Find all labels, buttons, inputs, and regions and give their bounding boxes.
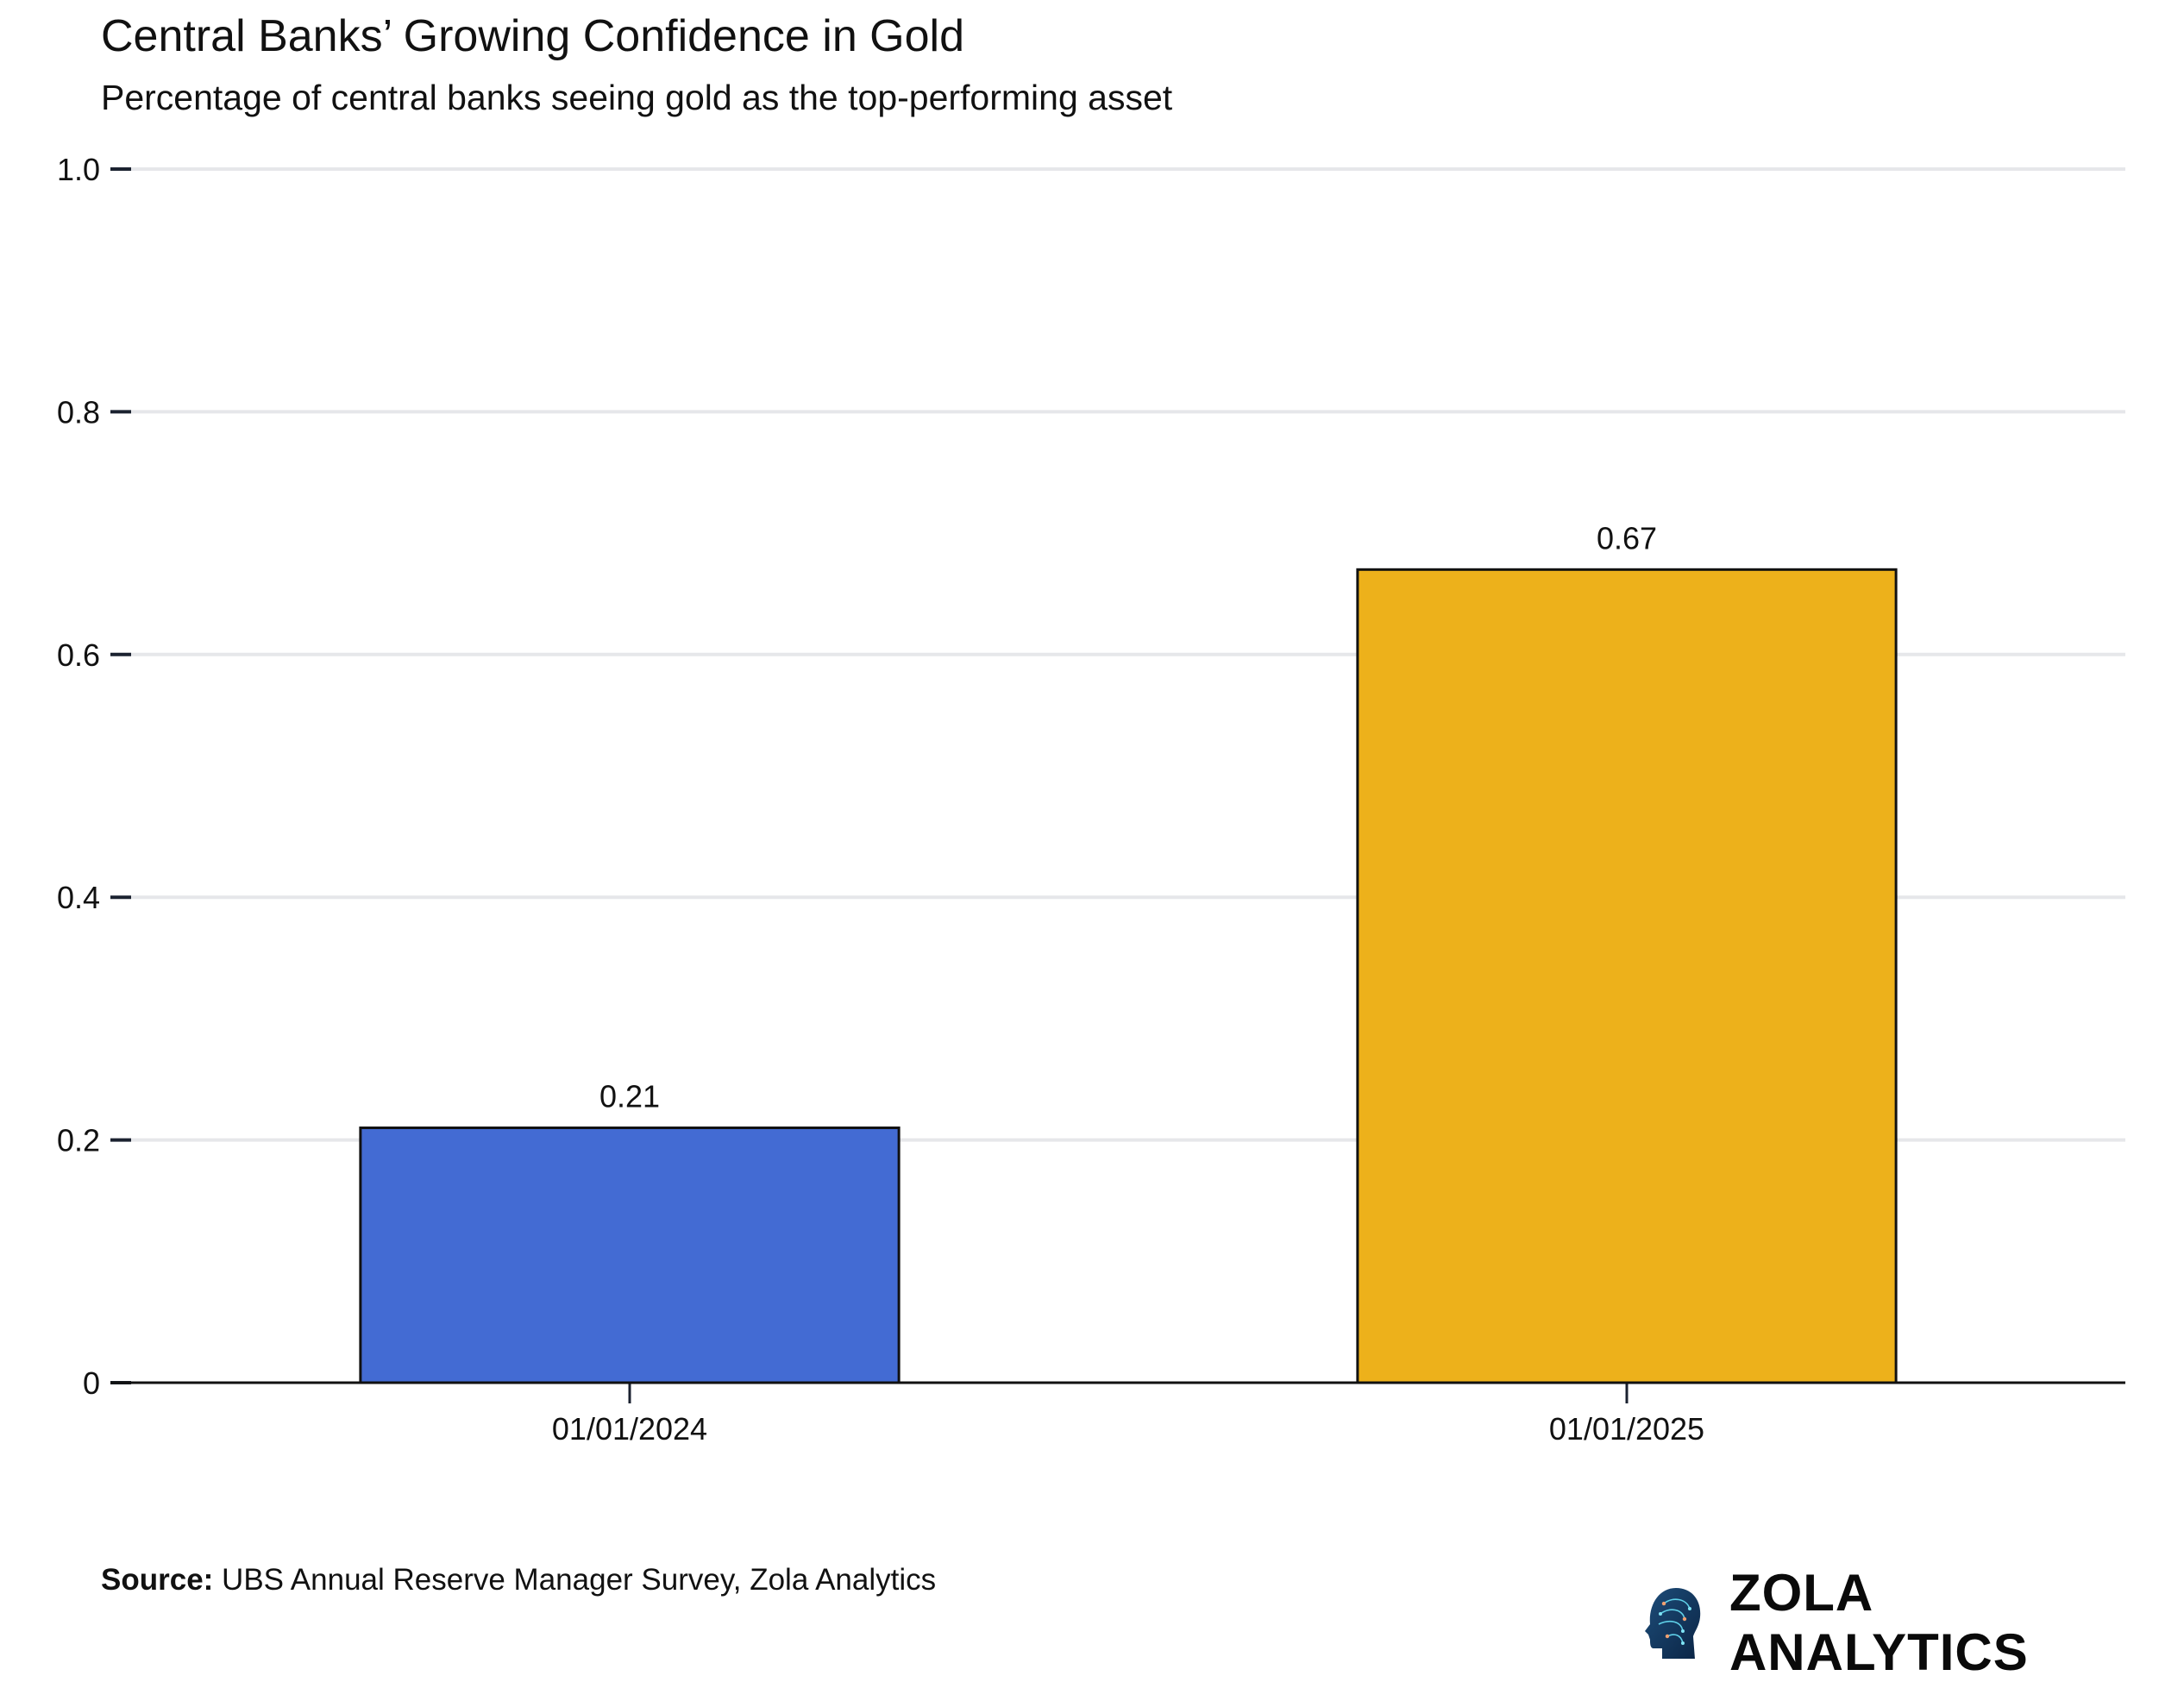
x-tick-label: 01/01/2025: [1549, 1411, 1704, 1447]
bars: 0.21 0.67: [359, 520, 1898, 1384]
chart-title: Central Banks’ Growing Confidence in Gol…: [101, 11, 965, 61]
source-label: Source:: [101, 1563, 214, 1597]
y-tick-label: 0: [83, 1365, 100, 1401]
chart-subtitle: Percentage of central banks seeing gold …: [101, 78, 1173, 117]
source-note: Source: UBS Annual Reserve Manager Surve…: [101, 1563, 936, 1597]
bar: [1356, 568, 1898, 1384]
source-text: UBS Annual Reserve Manager Survey, Zola …: [213, 1563, 937, 1597]
head-circuit-logo-icon: [1644, 1587, 1701, 1659]
bar: [359, 1127, 901, 1384]
y-tick-label: 0.6: [57, 637, 100, 673]
logo-text: ZOLA ANALYTICS: [1729, 1564, 2029, 1681]
logo: ZOLA ANALYTICS: [1643, 1563, 2184, 1682]
x-axis: 01/01/2024 01/01/2025: [110, 1381, 2125, 1447]
data-label: 0.67: [1597, 520, 1657, 555]
y-axis: 0 0.2 0.4 0.6 0.8 1.0: [57, 152, 131, 1401]
y-tick-label: 0.8: [57, 394, 100, 430]
y-tick-label: 0.2: [57, 1123, 100, 1158]
data-label: 0.21: [599, 1079, 660, 1114]
x-tick-label: 01/01/2024: [552, 1411, 707, 1447]
y-tick-label: 0.4: [57, 880, 100, 915]
y-tick-label: 1.0: [57, 152, 100, 187]
